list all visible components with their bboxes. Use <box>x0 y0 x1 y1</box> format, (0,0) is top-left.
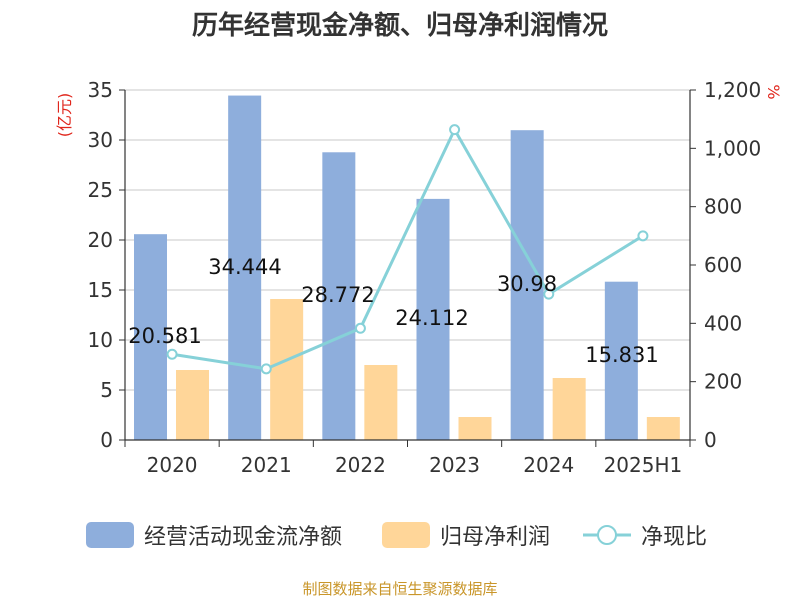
bar-net-profit <box>458 417 492 440</box>
left-tick-label: 15 <box>88 278 113 302</box>
left-tick-label: 30 <box>88 128 113 152</box>
x-tick-label: 2021 <box>241 453 292 477</box>
ratio-point <box>260 363 272 375</box>
legend-marker-ratio <box>597 525 617 545</box>
left-tick-label: 0 <box>100 428 113 452</box>
data-label-cash: 34.444 <box>208 255 281 279</box>
ratio-point <box>543 288 555 300</box>
left-axis-unit: (亿元) <box>55 93 74 138</box>
x-tick-label: 2023 <box>429 453 480 477</box>
right-tick-label: 1,200 <box>704 78 761 102</box>
bar-cash-flow <box>322 152 356 440</box>
source-note: 制图数据来自恒生聚源数据库 <box>302 580 497 598</box>
x-tick-label: 2022 <box>335 453 386 477</box>
data-label-cash: 24.112 <box>395 306 468 330</box>
bar-net-profit <box>176 370 209 440</box>
legend-swatch-cash <box>86 522 134 548</box>
bar-cash-flow <box>510 130 544 440</box>
ratio-line <box>166 124 649 375</box>
left-tick-label: 25 <box>88 178 113 202</box>
x-tick-label: 2020 <box>147 453 198 477</box>
right-tick-label: 0 <box>704 428 717 452</box>
data-labels: 20.581 34.444 28.772 24.112 30.98 15.831 <box>128 255 658 367</box>
right-tick-label: 1,000 <box>704 136 761 160</box>
ratio-point <box>354 322 366 334</box>
legend-swatch-profit <box>382 522 430 548</box>
ratio-point <box>637 230 649 242</box>
bar-cash-flow <box>228 95 262 440</box>
right-tick-label: 600 <box>704 253 742 277</box>
bar-net-profit <box>646 417 680 440</box>
chart-title: 历年经营现金净额、归母净利润情况 <box>192 10 608 41</box>
right-tick-label: 200 <box>704 370 742 394</box>
bar-cash-flow <box>604 281 638 440</box>
bar-net-profit <box>270 299 304 440</box>
ratio-point <box>166 348 178 360</box>
data-label-cash: 15.831 <box>585 343 658 367</box>
bar-cash-flow <box>134 234 167 440</box>
legend-label-profit: 归母净利润 <box>440 525 550 550</box>
data-label-cash: 28.772 <box>301 283 374 307</box>
bar-net-profit <box>364 365 398 440</box>
grid <box>125 89 690 391</box>
ratio-line-path <box>171 126 644 371</box>
left-tick-label: 5 <box>100 378 113 402</box>
right-axis-unit: % <box>764 84 783 99</box>
right-tick-label: 800 <box>704 195 742 219</box>
bar-net-profit <box>552 378 586 440</box>
data-label-cash: 20.581 <box>128 324 201 348</box>
left-tick-label: 35 <box>88 78 113 102</box>
right-tick-label: 400 <box>704 311 742 335</box>
data-label-cash: 30.98 <box>497 272 557 296</box>
left-tick-label: 20 <box>88 228 113 252</box>
x-tick-label: 2024 <box>523 453 574 477</box>
left-tick-label: 10 <box>88 328 113 352</box>
axes: 0 5 10 15 20 25 30 35 0 200 400 600 800 1,000 1,200 (亿元… <box>55 78 783 477</box>
bars <box>134 95 680 440</box>
legend-label-ratio: 净现比 <box>641 525 707 550</box>
x-tick-label: 2025H1 <box>604 453 683 477</box>
bar-cash-flow <box>416 198 450 440</box>
legend-label-cash: 经营活动现金流净额 <box>144 525 342 550</box>
ratio-point <box>449 124 461 136</box>
legend: 经营活动现金流净额 归母净利润 净现比 <box>86 522 707 550</box>
